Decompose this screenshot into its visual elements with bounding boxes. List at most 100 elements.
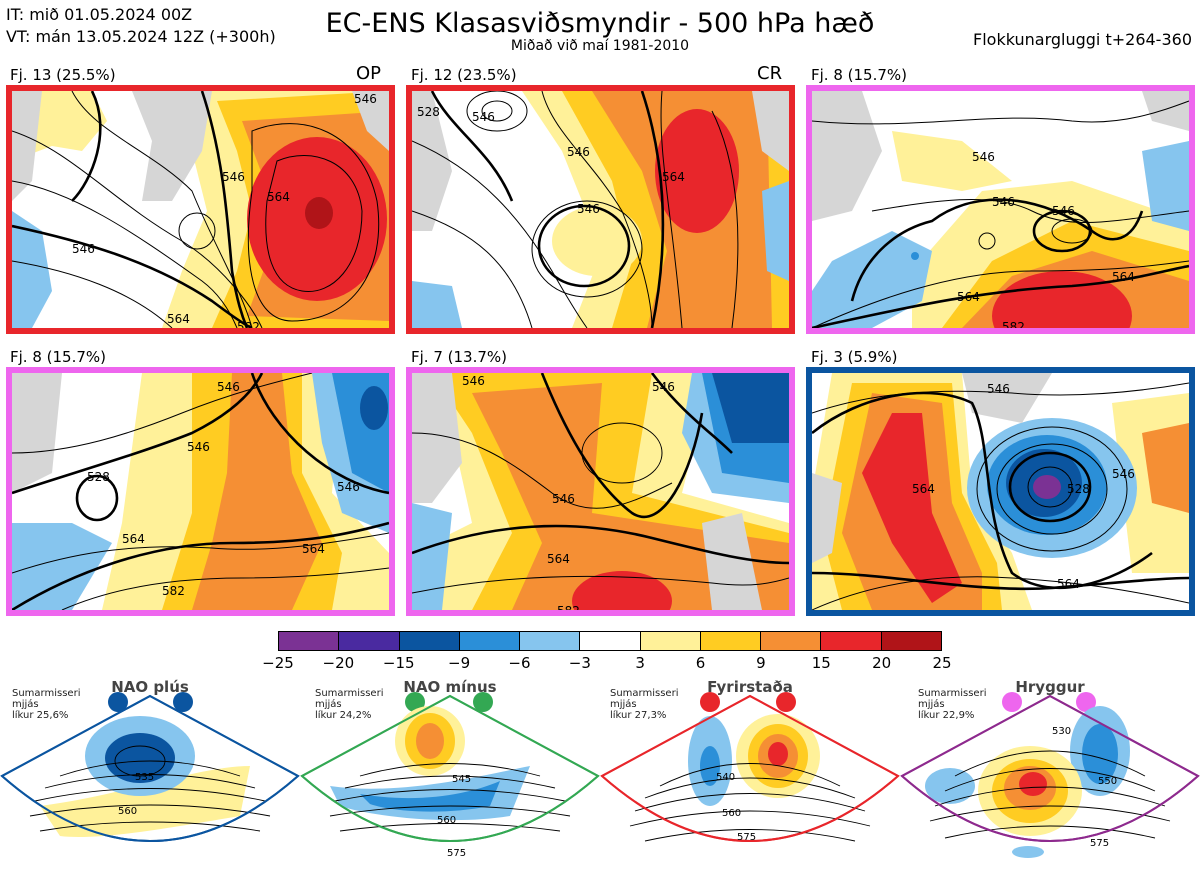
- regime-marker: [776, 692, 796, 712]
- regime-ridge: 530 550 575 Sumarmisseri mjjás líkur 22,…: [900, 676, 1200, 871]
- contour-label: 546: [577, 202, 600, 216]
- contour-label: 575: [737, 832, 756, 843]
- colorbar-tick-label: −9: [448, 654, 471, 672]
- regime-prob-line: líkur 22,9%: [918, 710, 975, 721]
- contour-label: 545: [452, 774, 471, 785]
- contour-label: 560: [437, 815, 456, 826]
- colorbar-cell: [700, 632, 762, 650]
- regime-prob-line: Sumarmisseri: [610, 688, 679, 699]
- contour-label: 528: [87, 470, 110, 484]
- contour-label: 546: [462, 374, 485, 388]
- contour-label: 546: [992, 195, 1015, 209]
- colorbar-ticks: −25 −20 −15 −9 −6 −3 3 6 9 15 20 25: [262, 654, 951, 674]
- regime-prob-line: mjjás: [610, 699, 637, 710]
- colorbar-cell: [821, 632, 882, 650]
- contour-label: 546: [472, 110, 495, 124]
- regime-title: NAO mínus: [403, 678, 497, 696]
- contour-label: 546: [337, 480, 360, 494]
- colorbar-cell: [279, 632, 340, 650]
- regime-nao-minus: 545 560 575 Sumarmisseri mjjás líkur 24,…: [300, 676, 600, 871]
- regime-blocking: 540 560 575 Sumarmisseri mjjás líkur 27,…: [600, 676, 900, 871]
- regime-marker: [1076, 692, 1096, 712]
- regime-nao-plus: Sumarmisseri mjjás líkur 25,6% NAO plús …: [0, 676, 300, 871]
- regime-marker: [700, 692, 720, 712]
- colorbar: [278, 631, 942, 651]
- contour-label: 564: [122, 532, 145, 546]
- cluster-map-1: 546 546 564 546 564 582: [6, 85, 395, 334]
- panel-5-label: Fj. 7 (13.7%): [411, 348, 507, 366]
- contour-label: 582: [237, 320, 260, 328]
- colorbar-tick-label: 15: [811, 654, 831, 672]
- regime-prob-line: líkur 27,3%: [610, 710, 667, 721]
- contour-label: 560: [118, 806, 137, 817]
- cluster-map-3: 546 546 546 564 564 582: [806, 85, 1195, 334]
- regime-marker: [108, 692, 128, 712]
- regime-marker: [173, 692, 193, 712]
- page-subtitle: Miðað við maí 1981-2010: [510, 38, 690, 54]
- contour-label: 546: [217, 380, 240, 394]
- panel-4-label: Fj. 8 (15.7%): [10, 348, 106, 366]
- colorbar-cell: [520, 632, 581, 650]
- colorbar-cell: [881, 632, 941, 650]
- regime-prob-line: líkur 25,6%: [12, 710, 69, 721]
- colorbar-tick-label: −3: [568, 654, 591, 672]
- regime-marker: [1002, 692, 1022, 712]
- regime-prob-line: mjjás: [315, 699, 342, 710]
- colorbar-tick-label: 9: [756, 654, 766, 672]
- colorbar-tick-label: −6: [508, 654, 531, 672]
- regime-prob: Sumarmisseri mjjás líkur 22,9%: [918, 688, 986, 721]
- cluster-map-5: 546 546 546 564 582: [406, 367, 795, 616]
- regime-prob-line: mjjás: [918, 699, 945, 710]
- regime-title: Fyrirstaða: [707, 678, 793, 696]
- regime-prob-line: Sumarmisseri: [12, 688, 81, 699]
- regime-marker: [405, 692, 425, 712]
- contour-label: 546: [222, 170, 245, 184]
- contour-label: 546: [552, 492, 575, 506]
- classification-window: Flokkunargluggi t+264-360: [973, 30, 1192, 49]
- contour-label: 550: [1098, 776, 1117, 787]
- colorbar-cell: [459, 632, 521, 650]
- regime-prob-line: Sumarmisseri: [918, 688, 987, 699]
- contour-label: 564: [302, 542, 325, 556]
- colorbar-cell: [580, 632, 641, 650]
- regime-prob: Sumarmisseri mjjás líkur 24,2%: [315, 688, 383, 721]
- colorbar-cell: [339, 632, 400, 650]
- regime-title: NAO plús: [111, 678, 189, 696]
- regime-prob-line: mjjás: [12, 699, 39, 710]
- colorbar-tick-label: 25: [932, 654, 952, 672]
- contour-label: 530: [1052, 726, 1071, 737]
- contour-label: 564: [957, 290, 980, 304]
- colorbar-cell: [640, 632, 701, 650]
- contour-label: 546: [987, 382, 1010, 396]
- contour-label: 582: [1002, 320, 1025, 328]
- regime-prob-line: líkur 24,2%: [315, 710, 372, 721]
- contour-label: 564: [547, 552, 570, 566]
- contour-label: 564: [662, 170, 685, 184]
- colorbar-tick-label: −20: [322, 654, 355, 672]
- contour-label: 546: [72, 242, 95, 256]
- cluster-map-4: 546 546 528 546 564 582 564: [6, 367, 395, 616]
- contour-label: 546: [567, 145, 590, 159]
- panel-2-tag: CR: [757, 63, 783, 84]
- contour-label: 528: [417, 105, 440, 119]
- contour-label: 535: [135, 772, 154, 783]
- colorbar-tick-label: −15: [382, 654, 415, 672]
- regime-marker: [473, 692, 493, 712]
- contour-label: 564: [1057, 577, 1080, 591]
- contour-label: 528: [1067, 482, 1090, 496]
- regime-prob: Sumarmisseri mjjás líkur 25,6%: [12, 688, 80, 721]
- header-left: IT: mið 01.05.2024 00Z VT: mán 13.05.202…: [6, 4, 276, 48]
- init-time: IT: mið 01.05.2024 00Z: [6, 5, 193, 24]
- page-title: EC-ENS Klasasviðsmyndir - 500 hPa hæð: [325, 8, 875, 39]
- contour-label: 546: [354, 92, 377, 106]
- contour-label: 575: [1090, 838, 1109, 849]
- colorbar-cell: [761, 632, 822, 650]
- colorbar-cell: [399, 632, 460, 650]
- contour-label: 564: [167, 312, 190, 326]
- contour-label: 546: [187, 440, 210, 454]
- panel-6-label: Fj. 3 (5.9%): [811, 348, 898, 366]
- contour-label: 564: [912, 482, 935, 496]
- colorbar-tick-label: 6: [695, 654, 706, 672]
- contour-label: 582: [162, 584, 185, 598]
- contour-label: 546: [972, 150, 995, 164]
